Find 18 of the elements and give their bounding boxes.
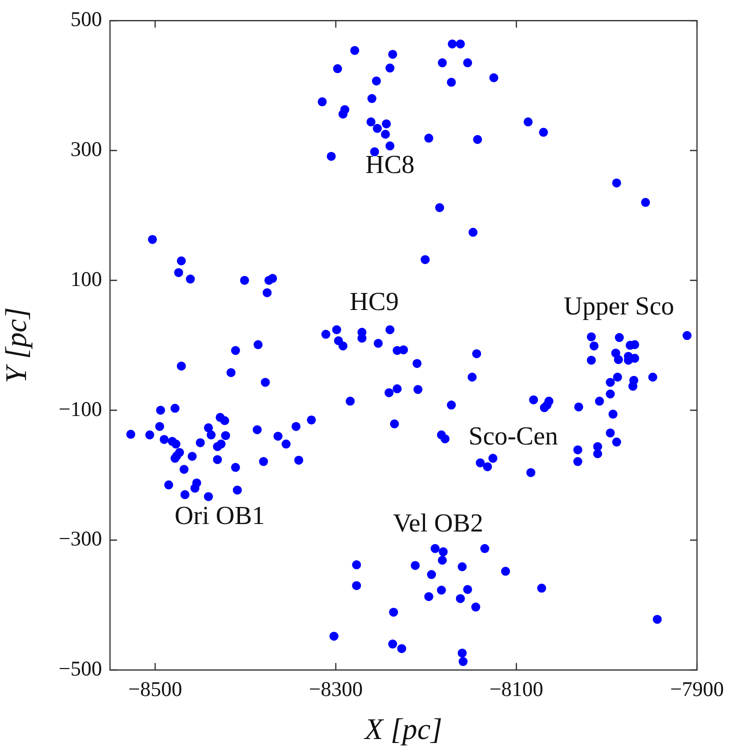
annotation: Sco-Cen [468, 421, 558, 450]
x-tick-label: −8100 [489, 677, 544, 702]
y-tick-label: 100 [70, 266, 102, 291]
y-tick-label: −500 [58, 656, 102, 681]
y-tick-label: 300 [70, 136, 102, 161]
annotation: HC9 [350, 286, 399, 316]
annotation: HC8 [365, 150, 415, 179]
y-tick-label: −300 [58, 526, 102, 551]
x-tick-label: −7900 [670, 677, 724, 702]
x-tick-label: −8300 [308, 677, 363, 702]
x-axis-title: X [pc] [364, 712, 442, 746]
y-axis-title: Y [pc] [0, 307, 33, 384]
y-tick-label: 500 [70, 7, 102, 32]
annotation: Ori OB1 [174, 501, 265, 530]
annotation: Vel OB2 [392, 508, 484, 538]
x-tick-label: −8500 [128, 677, 182, 702]
y-tick-label: −100 [58, 396, 102, 421]
annotation: Upper Sco [564, 291, 674, 320]
